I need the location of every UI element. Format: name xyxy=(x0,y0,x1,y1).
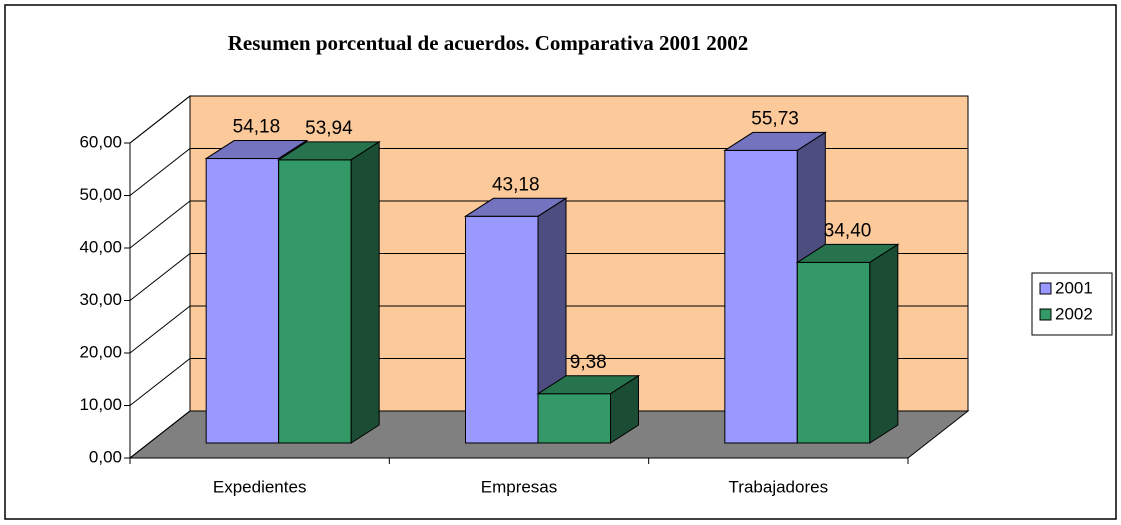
grid-line xyxy=(129,253,968,301)
x-tick-label: Expedientes xyxy=(213,477,307,496)
y-tick-label: 40,00 xyxy=(79,237,122,256)
bar-front xyxy=(278,159,352,444)
y-tick-label: 50,00 xyxy=(79,185,122,204)
data-label: 9,38 xyxy=(570,352,607,373)
bar-side xyxy=(350,140,380,444)
data-label: 34,40 xyxy=(824,220,872,241)
y-tick-label: 0,00 xyxy=(89,447,122,466)
y-tick-label: 60,00 xyxy=(79,132,122,151)
y-tick-label: 10,00 xyxy=(79,395,122,414)
bar-front xyxy=(724,149,798,444)
bar-front xyxy=(205,158,280,444)
bar-side xyxy=(869,243,899,444)
y-tick-label: 30,00 xyxy=(79,290,122,309)
data-label: 53,94 xyxy=(305,118,353,139)
legend-label: 2001 xyxy=(1055,278,1093,297)
x-tick-label: Trabajadores xyxy=(729,477,829,496)
bar-front xyxy=(465,215,539,444)
bar-front xyxy=(796,261,871,444)
grid-line xyxy=(129,148,968,196)
legend-label: 2002 xyxy=(1055,304,1093,323)
bar-side xyxy=(610,374,639,444)
data-label: 55,73 xyxy=(751,108,799,129)
data-label: 43,18 xyxy=(492,174,540,195)
y-tick-label: 20,00 xyxy=(79,342,122,361)
data-label: 54,18 xyxy=(233,117,281,138)
x-tick-label: Empresas xyxy=(481,477,558,496)
chart-title: Resumen porcentual de acuerdos. Comparat… xyxy=(228,31,749,55)
grid-line xyxy=(129,410,968,459)
grid-line xyxy=(129,200,968,249)
bar-front xyxy=(537,393,611,444)
grid-line xyxy=(129,305,968,354)
legend-swatch xyxy=(1039,282,1052,295)
grid-line xyxy=(129,358,968,406)
grid-line xyxy=(129,95,968,144)
legend-swatch xyxy=(1039,308,1052,321)
